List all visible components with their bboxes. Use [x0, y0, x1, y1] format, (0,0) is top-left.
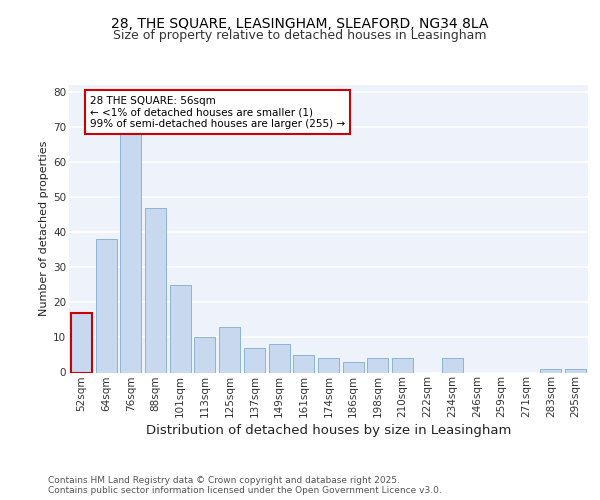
Text: Contains HM Land Registry data © Crown copyright and database right 2025.
Contai: Contains HM Land Registry data © Crown c…: [48, 476, 442, 495]
Bar: [244, 348, 265, 372]
Bar: [219, 327, 240, 372]
Bar: [392, 358, 413, 372]
Bar: [442, 358, 463, 372]
Bar: [95, 240, 116, 372]
Text: Size of property relative to detached houses in Leasingham: Size of property relative to detached ho…: [113, 29, 487, 42]
Bar: [120, 134, 141, 372]
Bar: [318, 358, 339, 372]
Bar: [145, 208, 166, 372]
Bar: [170, 285, 191, 372]
Text: 28, THE SQUARE, LEASINGHAM, SLEAFORD, NG34 8LA: 28, THE SQUARE, LEASINGHAM, SLEAFORD, NG…: [111, 18, 489, 32]
Bar: [541, 369, 562, 372]
Bar: [269, 344, 290, 372]
X-axis label: Distribution of detached houses by size in Leasingham: Distribution of detached houses by size …: [146, 424, 511, 438]
Bar: [71, 313, 92, 372]
Bar: [367, 358, 388, 372]
Y-axis label: Number of detached properties: Number of detached properties: [39, 141, 49, 316]
Bar: [293, 355, 314, 372]
Bar: [343, 362, 364, 372]
Bar: [194, 338, 215, 372]
Text: 28 THE SQUARE: 56sqm
← <1% of detached houses are smaller (1)
99% of semi-detach: 28 THE SQUARE: 56sqm ← <1% of detached h…: [90, 96, 345, 128]
Bar: [565, 369, 586, 372]
